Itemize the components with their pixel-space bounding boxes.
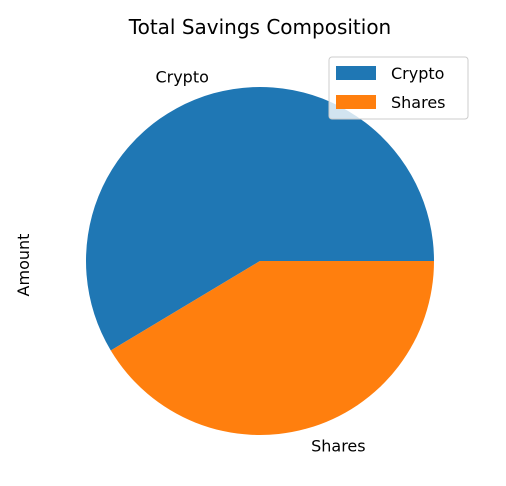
slice-label-shares: Shares xyxy=(311,437,366,456)
pie-slice-shares xyxy=(110,261,434,435)
pie-slice-crypto xyxy=(86,86,435,351)
chart-title: Total Savings Composition xyxy=(128,15,391,39)
legend-label-crypto: Crypto xyxy=(391,64,444,83)
legend-swatch-shares xyxy=(336,95,376,109)
legend: Crypto Shares xyxy=(328,56,469,120)
y-axis-label: Amount xyxy=(14,234,33,297)
pie-slice-labels: Crypto Shares xyxy=(155,68,365,456)
slice-label-crypto: Crypto xyxy=(155,68,208,87)
legend-label-shares: Shares xyxy=(391,93,446,112)
legend-swatch-crypto xyxy=(336,66,376,80)
pie-slices xyxy=(86,86,435,435)
